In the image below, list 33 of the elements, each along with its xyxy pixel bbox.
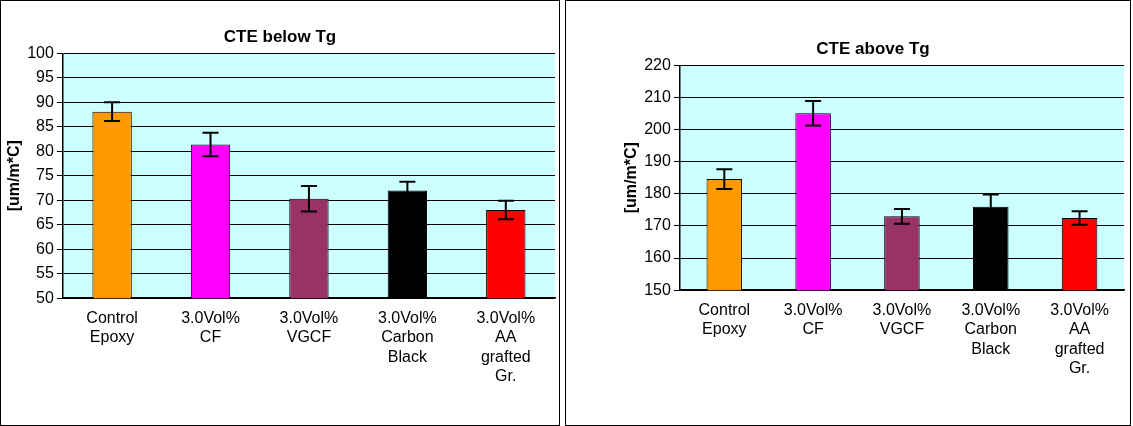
y-tick-label: 100 [27,43,54,61]
y-tick-label: 55 [36,264,54,282]
x-tick-label: 3.0Vol% VGCF [279,309,339,346]
y-tick-label: 50 [36,288,54,306]
y-tick-label: 150 [644,280,671,298]
x-tick-label: 3.0Vol% Carbon Black [961,301,1021,357]
x-tick-label: Control Epoxy [698,301,751,338]
y-tick-label: 90 [36,92,54,110]
y-tick-label: 95 [36,68,54,86]
y-axis-title: [um/m*C] [5,140,23,212]
y-tick-label: 220 [644,55,671,73]
x-tick-label: 3.0Vol% VGCF [872,301,932,338]
x-tick-label: 3.0Vol% CF [783,301,843,338]
y-tick-label: 190 [644,152,671,170]
chart-title: CTE below Tg [223,26,337,46]
y-tick-label: 160 [644,248,671,266]
x-tick-label: 3.0Vol% AA grafted Gr. [1050,301,1109,376]
y-tick-label: 200 [644,120,671,138]
y-tick-label: 85 [36,117,54,135]
y-axis-title: [um/m*C] [622,142,640,214]
y-tick-label: 80 [36,141,54,159]
y-tick-label: 210 [644,87,671,105]
y-tick-label: 170 [644,216,671,234]
x-tick-label: 3.0Vol% Carbon Black [378,309,437,365]
y-tick-label: 180 [644,184,671,202]
y-tick-label: 60 [36,239,54,257]
x-tick-label: 3.0Vol% AA grafted Gr. [476,309,536,384]
y-tick-label: 65 [36,215,54,233]
y-tick-label: 70 [36,190,54,208]
x-tick-label: 3.0Vol% CF [181,309,240,346]
y-tick-label: 75 [36,166,54,184]
chart-title: CTE above Tg [816,38,930,58]
x-tick-label: Control Epoxy [86,309,138,346]
